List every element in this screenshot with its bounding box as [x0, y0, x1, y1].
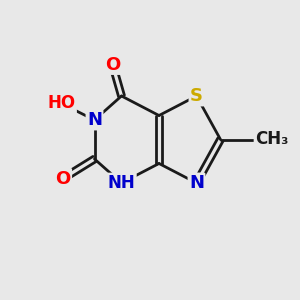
Text: O: O — [105, 56, 120, 74]
Text: HO: HO — [47, 94, 76, 112]
Text: O: O — [56, 169, 70, 188]
Text: NH: NH — [108, 174, 135, 192]
Text: CH₃: CH₃ — [255, 130, 288, 148]
Text: N: N — [189, 174, 204, 192]
Text: N: N — [87, 111, 102, 129]
Text: S: S — [190, 87, 203, 105]
